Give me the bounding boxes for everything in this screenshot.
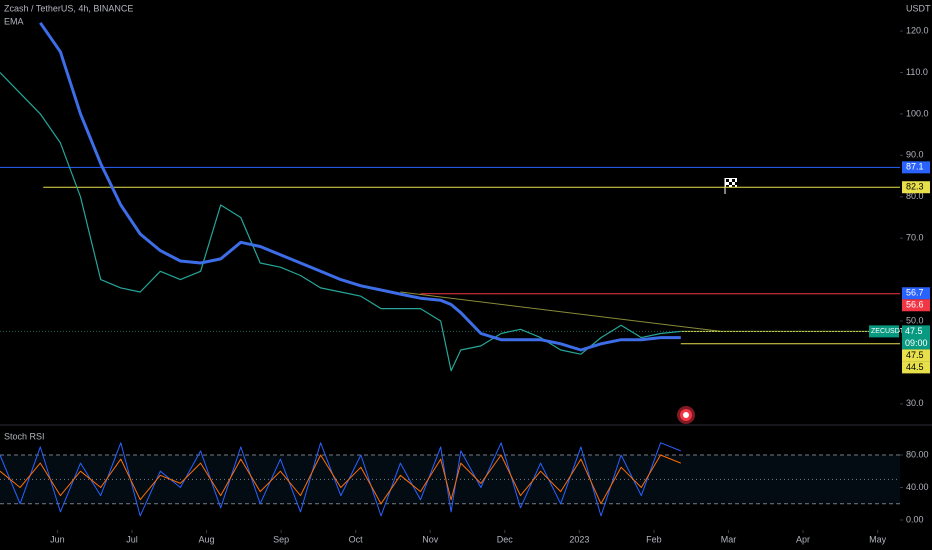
y-tick-label: 120.0 <box>906 25 929 35</box>
y-tick-label: 40.00 <box>906 482 929 492</box>
y-tick-label: 100.0 <box>906 108 929 118</box>
y-tick-label: 110.0 <box>906 67 928 77</box>
series-line <box>39 21 681 352</box>
indicator-label: EMA <box>4 16 24 26</box>
value-box-label: 82.3 <box>906 182 924 192</box>
symbol-label: ZECUSDT <box>871 328 905 335</box>
y-tick-label: 50.0 <box>906 315 924 325</box>
symbol-box <box>869 325 899 338</box>
value-box <box>902 299 930 312</box>
value-box <box>902 161 930 174</box>
last-price-box <box>902 325 930 350</box>
y-tick-label: 0.00 <box>906 514 924 524</box>
y-tick-label: 70.0 <box>906 233 924 243</box>
value-box-label: 87.1 <box>906 162 924 172</box>
countdown-label: 09:00 <box>905 338 928 348</box>
value-box-label: 47.5 <box>906 350 924 360</box>
stoch-title: Stoch RSI <box>4 431 45 441</box>
x-tick-label: 2023 <box>569 534 589 544</box>
x-tick-label: Jun <box>50 534 65 544</box>
series-line <box>0 442 681 517</box>
x-tick-label: Nov <box>422 534 439 544</box>
y-tick-label: 90.0 <box>906 150 924 160</box>
x-tick-label: Apr <box>796 534 810 544</box>
series-line <box>0 72 681 372</box>
value-box-label: 56.7 <box>906 288 924 298</box>
x-tick-label: May <box>869 534 887 544</box>
value-box-label: 56.6 <box>906 300 924 310</box>
y-tick-label: 80.00 <box>906 449 929 459</box>
y-tick-label: 80.0 <box>906 191 924 201</box>
x-tick-label: Jul <box>126 534 138 544</box>
x-tick-label: Sep <box>273 534 289 544</box>
x-tick-label: Mar <box>721 534 737 544</box>
value-box <box>902 361 930 374</box>
chart-title: Zcash / TetherUS, 4h, BINANCE <box>4 3 133 13</box>
value-box <box>902 287 930 300</box>
x-tick-label: Oct <box>349 534 364 544</box>
value-box <box>902 181 930 194</box>
x-tick-label: Feb <box>646 534 662 544</box>
logo-icon <box>677 406 695 424</box>
x-tick-label: Aug <box>199 534 215 544</box>
last-price-label: 47.5 <box>905 326 923 336</box>
trendline <box>400 291 722 332</box>
value-box-label: 44.5 <box>906 362 924 372</box>
value-box <box>902 349 930 362</box>
series-line <box>0 454 681 505</box>
x-tick-label: Dec <box>497 534 514 544</box>
flag-icon <box>724 178 737 194</box>
y-tick-label: 30.0 <box>906 398 924 408</box>
axis-unit: USDT <box>906 3 931 13</box>
